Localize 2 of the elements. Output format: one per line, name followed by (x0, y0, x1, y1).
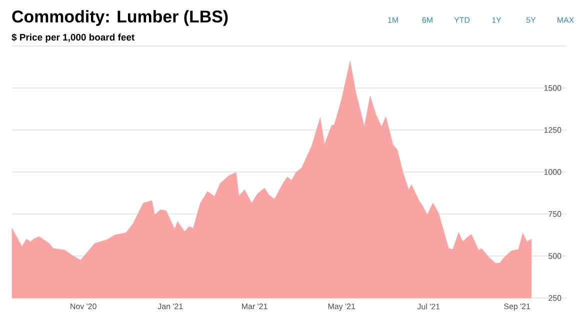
chart-title: Commodity: Lumber (LBS) (12, 10, 228, 26)
chart-subtitle: $ Price per 1,000 board feet (12, 34, 134, 42)
